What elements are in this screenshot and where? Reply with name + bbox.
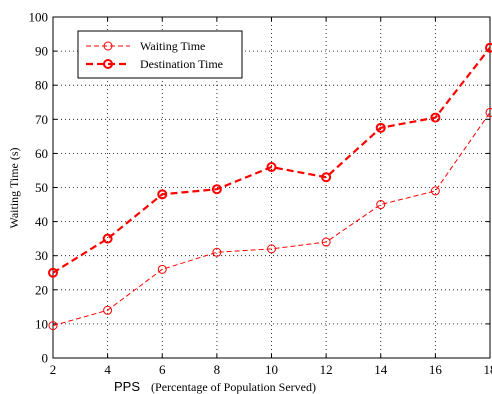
x-tick-label-14: 14 — [374, 362, 388, 377]
x-tick-label-6: 6 — [159, 362, 166, 377]
x-tick-label-16: 16 — [429, 362, 443, 377]
data-point-destination-time-16 — [430, 112, 441, 123]
data-point-destination-time-18 — [485, 42, 492, 53]
y-tick-label-90: 90 — [35, 44, 48, 59]
series-line-destination-time — [52, 47, 491, 274]
data-point-waiting-time-4 — [103, 305, 113, 315]
axis-ticks: 2 4 6 8 10 12 14 16 18 0 10 20 30 40 50 60 70 80 90 100 — [29, 10, 492, 378]
y-tick-label-0: 0 — [42, 351, 49, 366]
data-point-waiting-time-16 — [430, 186, 440, 196]
y-tick-label-30: 30 — [35, 248, 48, 263]
y-tick-label-100: 100 — [29, 10, 49, 25]
data-point-waiting-time-6 — [157, 264, 167, 274]
data-point-waiting-time-14 — [376, 200, 386, 210]
data-point-waiting-time-10 — [267, 244, 276, 254]
x-tick-label-18: 18 — [484, 362, 492, 377]
y-tick-label-10: 10 — [35, 316, 48, 331]
legend-label-destination-time: Destination Time — [140, 57, 223, 71]
x-tick-label-8: 8 — [214, 362, 221, 377]
data-point-destination-time-6 — [157, 189, 168, 200]
data-point-destination-time-8 — [211, 184, 222, 195]
data-point-destination-time-12 — [321, 172, 332, 183]
series-layer — [48, 42, 492, 331]
data-point-waiting-time-2 — [48, 321, 58, 331]
y-tick-label-50: 50 — [35, 180, 48, 195]
legend-box — [77, 30, 243, 79]
x-axis-label-sub: (Percentage of Population Served) — [151, 380, 316, 394]
data-point-waiting-time-18 — [485, 107, 492, 117]
legend-label-waiting-time: Waiting Time — [140, 39, 205, 53]
data-point-destination-time-14 — [375, 122, 386, 133]
series-destination-time — [48, 42, 492, 278]
x-tick-label-4: 4 — [104, 362, 111, 377]
y-tick-label-20: 20 — [35, 282, 48, 297]
legend-marker-waiting-time — [103, 41, 113, 51]
series-waiting-time — [48, 107, 492, 331]
series-line-waiting-time — [52, 112, 491, 327]
y-tick-label-40: 40 — [35, 214, 48, 229]
y-tick-label-60: 60 — [35, 146, 48, 161]
legend-marker-destination-time — [103, 59, 113, 69]
data-point-waiting-time-8 — [212, 247, 222, 257]
x-axis-label-main: PPS — [114, 379, 140, 394]
y-tick-label-80: 80 — [35, 78, 48, 93]
x-tick-label-12: 12 — [320, 362, 333, 377]
y-axis-label: Waiting Time (s) — [7, 147, 21, 228]
data-point-destination-time-4 — [102, 233, 113, 244]
data-point-destination-time-10 — [266, 162, 277, 173]
x-tick-label-2: 2 — [50, 362, 57, 377]
x-axis-label: PPS (Percentage of Population Served) — [114, 379, 316, 394]
data-point-destination-time-2 — [48, 267, 58, 278]
legend: Waiting Time Destination Time — [77, 30, 243, 79]
x-tick-label-10: 10 — [265, 362, 278, 377]
y-tick-label-70: 70 — [35, 112, 48, 127]
data-point-waiting-time-12 — [321, 237, 331, 247]
